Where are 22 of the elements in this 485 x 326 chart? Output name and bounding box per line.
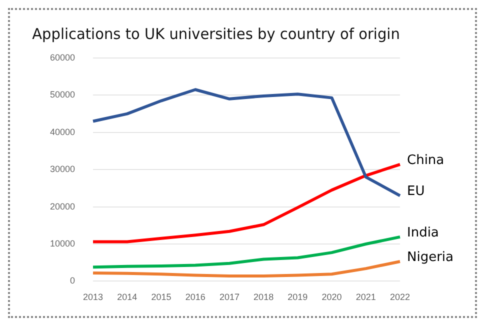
chart-title: Applications to UK universities by country of origin xyxy=(32,26,400,43)
series-label: India xyxy=(407,225,439,240)
y-tick-label: 50000 xyxy=(50,90,76,100)
x-tick-label: 2014 xyxy=(117,292,138,302)
series-label: EU xyxy=(407,184,425,200)
series-label: Nigeria xyxy=(407,250,454,265)
x-tick-label: 2022 xyxy=(390,292,410,302)
y-tick-label: 30000 xyxy=(50,164,76,174)
x-tick-label: 2019 xyxy=(288,292,308,302)
x-tick-label: 2015 xyxy=(151,292,172,302)
x-tick-label: 2018 xyxy=(254,292,274,302)
x-tick-label: 2020 xyxy=(322,292,342,302)
y-tick-label: 0 xyxy=(70,276,76,286)
y-tick-label: 20000 xyxy=(50,201,76,212)
series-label: China xyxy=(407,152,444,168)
x-tick-label: 2016 xyxy=(185,292,206,302)
y-tick-label: 60000 xyxy=(50,52,76,62)
y-tick-label: 40000 xyxy=(50,126,76,137)
x-tick-label: 2017 xyxy=(219,292,240,302)
y-tick-label: 10000 xyxy=(50,238,76,248)
x-tick-label: 2013 xyxy=(83,292,104,302)
x-tick-label: 2021 xyxy=(356,292,376,302)
